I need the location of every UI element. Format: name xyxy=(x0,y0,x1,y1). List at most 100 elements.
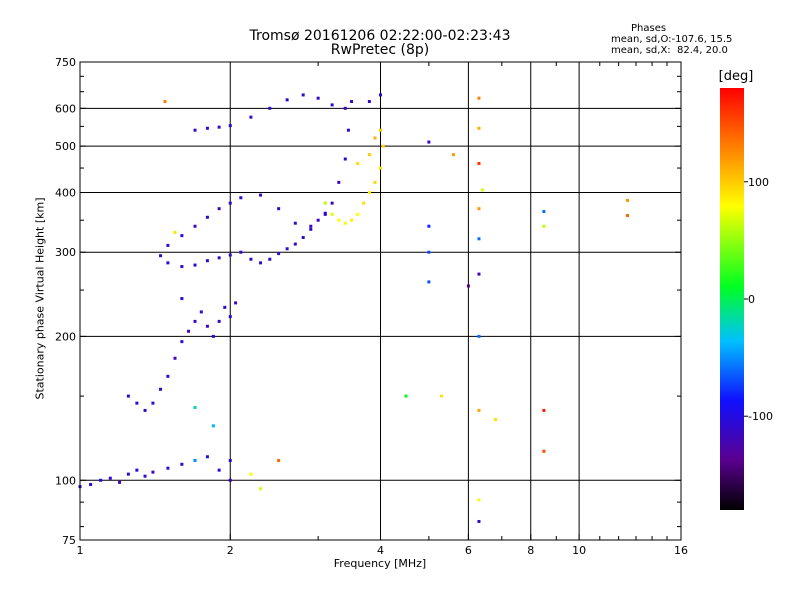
echo-point xyxy=(193,128,197,132)
echo-point xyxy=(173,356,177,360)
echo-point xyxy=(151,401,155,405)
echo-point xyxy=(166,466,170,470)
echo-point xyxy=(285,247,289,251)
phases-title: Phases xyxy=(631,23,667,34)
colorbar xyxy=(720,88,744,510)
echo-point xyxy=(193,224,197,228)
echo-point xyxy=(193,319,197,323)
echo-point xyxy=(309,227,313,231)
echo-point xyxy=(293,221,297,225)
echo-point xyxy=(625,214,629,218)
echo-point xyxy=(193,405,197,409)
y-tick-label: 100 xyxy=(55,474,76,487)
echo-point xyxy=(228,253,232,257)
echo-point xyxy=(301,93,305,97)
echo-point xyxy=(228,201,232,205)
echo-point xyxy=(293,242,297,246)
echo-point xyxy=(346,128,350,132)
echo-point xyxy=(451,153,455,157)
echo-point xyxy=(277,252,281,256)
echo-point xyxy=(373,136,377,140)
echo-point xyxy=(427,280,431,284)
echo-point xyxy=(362,201,366,205)
x-tick-label: 1 xyxy=(77,544,84,557)
echo-point xyxy=(343,106,347,110)
echo-point xyxy=(249,115,253,119)
y-tick-label: 200 xyxy=(55,330,76,343)
chart-subtitle: RwPretec (8p) xyxy=(330,42,430,58)
echo-point xyxy=(350,218,354,222)
x-tick-label: 2 xyxy=(227,544,234,557)
x-axis-label: Frequency [MHz] xyxy=(333,557,427,570)
echo-point xyxy=(494,418,498,422)
echo-point xyxy=(239,196,243,200)
echo-point xyxy=(330,103,334,107)
echo-point xyxy=(205,259,209,263)
echo-point xyxy=(180,340,184,344)
echo-point xyxy=(228,458,232,462)
echo-point xyxy=(166,243,170,247)
echo-point xyxy=(330,201,334,205)
echo-point xyxy=(309,224,313,228)
echo-point xyxy=(259,261,263,265)
echo-point xyxy=(323,201,327,205)
echo-point xyxy=(166,374,170,378)
echo-point xyxy=(217,207,221,211)
echo-point xyxy=(268,106,272,110)
x-tick-label: 16 xyxy=(674,544,688,557)
echo-point xyxy=(480,188,484,192)
echo-point xyxy=(249,472,253,476)
echo-point xyxy=(350,100,354,104)
y-tick-label: 400 xyxy=(55,186,76,199)
chart-title: Tromsø 20161206 02:22:00-02:23:43 xyxy=(249,28,511,44)
echo-point xyxy=(135,401,139,405)
echo-point xyxy=(187,329,191,333)
x-tick-label: 4 xyxy=(377,544,384,557)
echo-point xyxy=(466,284,470,288)
echo-point xyxy=(381,144,385,148)
echo-point xyxy=(193,458,197,462)
echo-point xyxy=(228,478,232,482)
echo-point xyxy=(343,157,347,161)
echo-point xyxy=(239,250,243,254)
echo-point xyxy=(159,254,163,258)
echo-point xyxy=(159,387,163,391)
echo-point xyxy=(99,478,103,482)
echo-point xyxy=(477,498,481,502)
colorbar-tick-label: 100 xyxy=(748,176,769,189)
echo-point xyxy=(277,207,281,211)
echo-point xyxy=(180,297,184,301)
echo-point xyxy=(427,224,431,228)
echo-point xyxy=(301,236,305,240)
echo-point xyxy=(477,334,481,338)
colorbar-tick-label: -100 xyxy=(748,410,773,423)
echo-point xyxy=(173,230,177,234)
grid-lines xyxy=(80,62,681,540)
echo-point xyxy=(379,128,382,132)
y-tick-label: 600 xyxy=(55,102,76,115)
colorbar-tick-label: 0 xyxy=(748,293,755,306)
echo-point xyxy=(180,462,184,466)
colorbar-label: [deg] xyxy=(718,69,754,84)
echo-point xyxy=(367,100,371,104)
echo-point xyxy=(217,319,221,323)
echo-point xyxy=(205,215,209,219)
echo-point xyxy=(193,263,197,267)
echo-point xyxy=(228,124,232,128)
echo-point xyxy=(542,449,546,453)
echo-point xyxy=(440,394,444,398)
echo-point xyxy=(205,126,209,130)
x-tick-label: 10 xyxy=(572,544,586,557)
echo-point xyxy=(228,315,232,319)
echo-point xyxy=(211,424,215,428)
echo-point xyxy=(356,212,360,216)
echo-point xyxy=(427,250,431,254)
echo-point xyxy=(477,207,481,211)
echo-point xyxy=(477,126,481,130)
echo-point xyxy=(268,257,272,261)
colorbar-ticks: 100 0 -100 xyxy=(744,176,773,423)
echo-point xyxy=(163,100,167,104)
x-axis-ticks: 1 2 4 6 8 10 16 xyxy=(77,62,688,557)
echo-point xyxy=(477,408,481,412)
